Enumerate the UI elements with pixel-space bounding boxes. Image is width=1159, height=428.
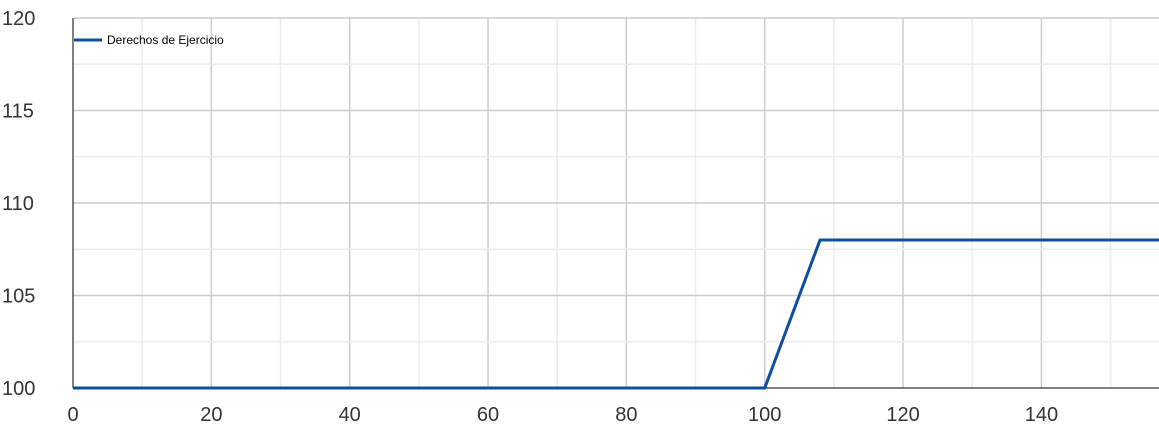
x-tick-label: 100 — [748, 404, 781, 426]
series-lines — [73, 238, 1159, 390]
y-tick-label: 120 — [2, 8, 35, 30]
x-tick-label: 0 — [67, 404, 78, 426]
y-tick-labels: 100 105 110 115 120 — [2, 8, 35, 400]
series-line — [73, 238, 1159, 390]
x-tick-label: 60 — [477, 404, 499, 426]
y-tick-label: 110 — [2, 193, 34, 215]
legend-label: Derechos de Ejercicio — [107, 33, 224, 47]
grid-lines — [73, 17, 1159, 388]
legend: Derechos de Ejercicio — [74, 33, 224, 47]
x-tick-label: 20 — [200, 404, 222, 426]
y-tick-label: 105 — [2, 286, 35, 308]
x-tick-labels: 0 20 40 60 80 100 120 140 — [67, 404, 1058, 426]
x-tick-label: 40 — [339, 404, 361, 426]
y-tick-label: 100 — [2, 378, 35, 400]
x-tick-label: 140 — [1025, 404, 1058, 426]
y-tick-label: 115 — [2, 101, 34, 123]
x-tick-label: 120 — [886, 404, 919, 426]
x-tick-label: 80 — [615, 404, 637, 426]
